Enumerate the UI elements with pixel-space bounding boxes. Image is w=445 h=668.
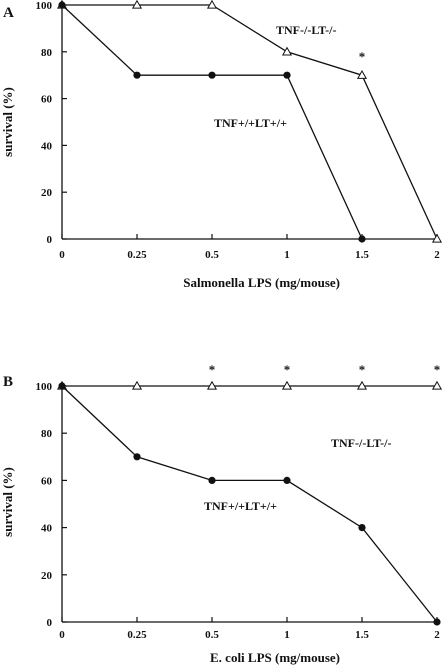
significance-star: * (209, 362, 216, 377)
x-tick-label: 0.5 (205, 629, 219, 641)
y-tick-label: 100 (36, 0, 53, 12)
data-point-circle (58, 382, 66, 390)
y-axis-label: survival (%) (0, 87, 15, 157)
y-tick-label: 0 (47, 234, 53, 246)
data-point-triangle (431, 233, 443, 243)
y-tick-label: 40 (41, 140, 53, 152)
series-line-wildtype (61, 385, 438, 623)
data-point-circle (133, 453, 141, 461)
data-point-circle (208, 71, 216, 79)
x-tick-label: 0 (59, 249, 65, 261)
x-tick-label: 0.25 (127, 249, 147, 261)
data-point-triangle (131, 380, 143, 390)
data-point-triangle (131, 0, 143, 9)
panel-b: B survival (%) E. coli LPS (mg/mouse) TN… (0, 362, 443, 665)
y-tick-label: 100 (36, 381, 53, 393)
x-tick-label: 0.25 (127, 629, 147, 641)
y-tick-label: 80 (41, 428, 53, 440)
data-point-triangle (281, 380, 293, 390)
x-tick-label: 2 (434, 629, 440, 641)
y-tick-label: 40 (41, 523, 53, 535)
data-point-circle (133, 71, 141, 79)
data-point-circle (358, 235, 366, 243)
y-tick-label: 60 (41, 475, 53, 487)
x-tick-label: 1.5 (355, 629, 369, 641)
x-tick-label: 0.5 (205, 249, 219, 261)
data-point-triangle (356, 69, 368, 79)
data-point-circle (433, 618, 441, 626)
significance-star: * (434, 362, 441, 377)
data-point-triangle (356, 380, 368, 390)
x-tick-label: 0 (59, 629, 65, 641)
x-axis-label: Salmonella LPS (mg/mouse) (183, 275, 340, 290)
significance-star: * (359, 362, 366, 377)
x-tick-label: 1 (284, 629, 290, 641)
data-point-circle (208, 476, 216, 484)
y-tick-label: 20 (41, 570, 53, 582)
data-point-circle (283, 476, 291, 484)
data-point-triangle (206, 0, 218, 9)
series-line-knockout (62, 4, 438, 240)
series-label-knockout: TNF-/-LT-/- (331, 436, 391, 450)
series-label-wildtype: TNF+/+LT+/+ (214, 116, 287, 130)
significance-star: * (359, 49, 366, 64)
x-axis-label: E. coli LPS (mg/mouse) (210, 650, 340, 665)
significance-star: * (284, 362, 291, 377)
series-label-knockout: TNF-/-LT-/- (276, 23, 336, 37)
y-tick-label: 20 (41, 187, 53, 199)
x-tick-label: 2 (434, 249, 440, 261)
data-point-circle (283, 71, 291, 79)
y-tick-label: 60 (41, 94, 53, 106)
y-axis-label: survival (%) (0, 467, 15, 537)
y-tick-label: 80 (41, 47, 53, 59)
data-point-circle (58, 1, 66, 9)
panel-letter: A (3, 5, 14, 21)
data-point-circle (358, 524, 366, 532)
data-point-triangle (281, 46, 293, 56)
data-point-triangle (206, 380, 218, 390)
x-tick-label: 1.5 (355, 249, 369, 261)
x-tick-label: 1 (284, 249, 290, 261)
series-label-wildtype: TNF+/+LT+/+ (204, 499, 277, 513)
y-tick-label: 0 (47, 617, 53, 629)
data-point-triangle (431, 380, 443, 390)
panel-letter: B (3, 374, 13, 390)
series-line-wildtype (61, 4, 363, 240)
panel-a: A survival (%) Salmonella LPS (mg/mouse)… (0, 0, 443, 290)
